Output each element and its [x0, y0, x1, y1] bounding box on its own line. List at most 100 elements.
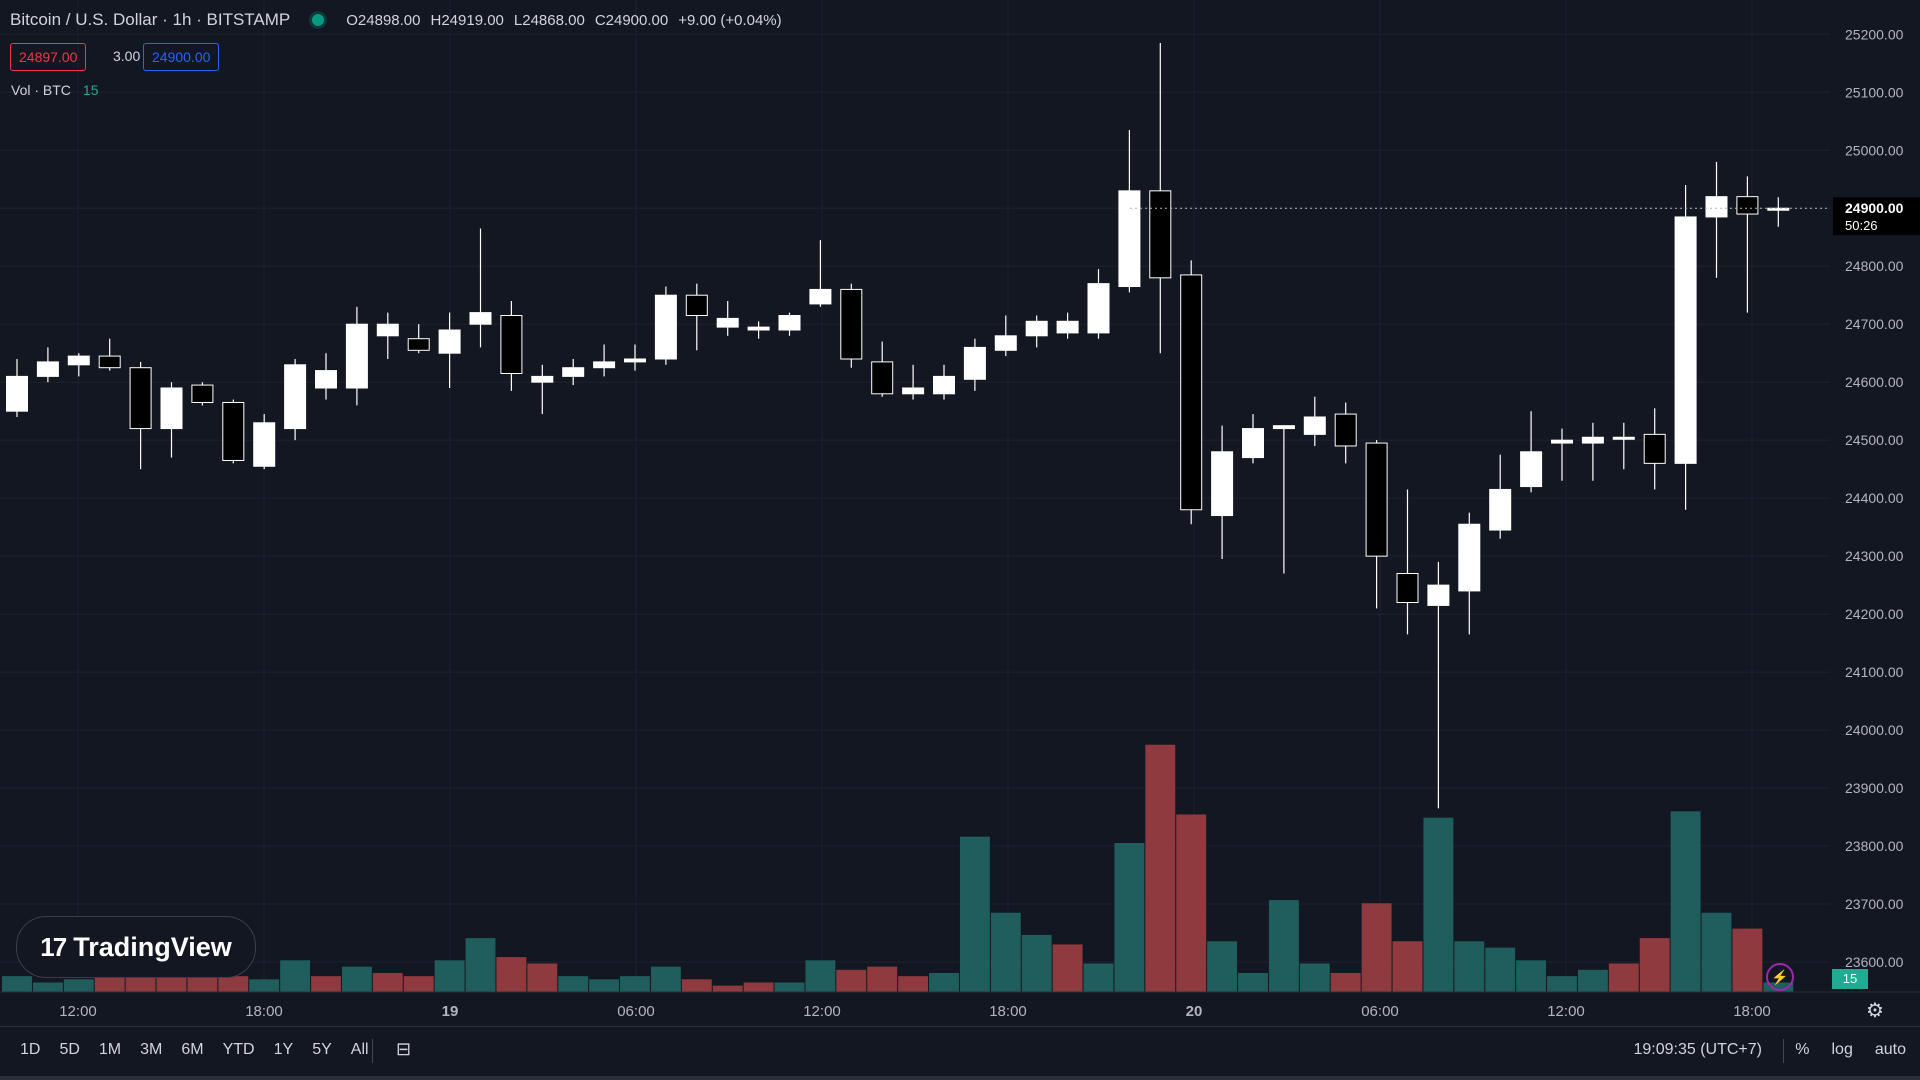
ohlc-values: O24898.00 H24919.00 L24868.00 C24900.00 +9.0…: [346, 12, 791, 29]
candle-body: [1025, 320, 1048, 337]
candle: [315, 353, 337, 400]
range-ytd-button[interactable]: YTD: [222, 1041, 255, 1058]
symbol-title[interactable]: Bitcoin / U.S. Dollar · 1h · BITSTAMP: [10, 10, 291, 29]
volume-bar: [1052, 944, 1083, 992]
candle: [345, 306, 368, 406]
volume-bar: [743, 982, 774, 992]
time-tick-label: 12:00: [1547, 1003, 1585, 1020]
candle-body: [685, 294, 708, 317]
tradingview-logo[interactable]: 17 TradingView: [16, 916, 256, 978]
range-5d-button[interactable]: 5D: [59, 1041, 80, 1058]
range-1y-button[interactable]: 1Y: [273, 1041, 294, 1058]
volume-bar: [836, 969, 867, 992]
volume-bar: [1361, 903, 1392, 992]
candle: [963, 338, 986, 391]
log-scale-toggle[interactable]: log: [1831, 1041, 1853, 1058]
volume-bar: [898, 976, 929, 992]
candle: [1242, 414, 1264, 464]
candle: [1427, 561, 1450, 809]
volume-legend[interactable]: Vol · BTC 15: [11, 82, 98, 98]
volume-bar: [1670, 811, 1701, 992]
candle: [1211, 425, 1234, 560]
candle-body: [1180, 274, 1203, 511]
range-6m-button[interactable]: 6M: [181, 1041, 204, 1058]
candle-body: [933, 375, 955, 395]
candle: [407, 324, 430, 354]
volume-bar: [589, 979, 620, 992]
candle-body: [1396, 573, 1419, 604]
candle: [1149, 43, 1172, 354]
candle-body: [1272, 425, 1295, 430]
candle-body: [1520, 451, 1543, 488]
candle: [1334, 402, 1357, 464]
clock-timezone[interactable]: 19:09:35 (UTC+7): [1633, 1041, 1762, 1058]
symbol-legend: Bitcoin / U.S. Dollar · 1h · BITSTAMP O2…: [10, 10, 792, 30]
price-tick-label: 24600.00: [1845, 374, 1904, 390]
candle-body: [1303, 416, 1326, 435]
candle-body: [902, 387, 925, 395]
range-all-button[interactable]: All: [350, 1041, 369, 1058]
lightning-icon[interactable]: ⚡: [1766, 963, 1794, 991]
candle-body: [253, 422, 276, 467]
candle-body: [654, 294, 677, 360]
tradingview-logo-icon: 17: [40, 931, 67, 962]
price-tick-label: 24000.00: [1845, 722, 1904, 738]
volume-bar: [681, 979, 712, 992]
candle-body: [6, 375, 28, 412]
range-5y-button[interactable]: 5Y: [312, 1041, 332, 1058]
candle-body: [222, 401, 245, 461]
volume-bar: [156, 976, 187, 992]
candle: [1767, 197, 1790, 227]
candle: [902, 364, 925, 400]
candle: [1674, 185, 1697, 510]
candle: [840, 283, 863, 368]
volume-bar: [1238, 972, 1268, 992]
candle: [253, 414, 276, 470]
chart-grid: [0, 0, 1830, 992]
range-3m-button[interactable]: 3M: [140, 1041, 163, 1058]
auto-scale-toggle[interactable]: auto: [1874, 1041, 1906, 1058]
price-tick-label: 24700.00: [1845, 316, 1904, 332]
candle-body: [871, 361, 894, 395]
volume-bar: [1732, 928, 1763, 992]
candle: [160, 382, 183, 458]
candle-body: [1365, 442, 1388, 557]
go-to-date-icon[interactable]: ⊟: [396, 1039, 412, 1059]
candle: [871, 341, 894, 397]
candle: [1551, 428, 1573, 481]
sell-price-button[interactable]: 24897.00: [10, 43, 87, 71]
candle-body: [593, 361, 616, 369]
candle: [933, 364, 955, 400]
volume-bar: [249, 979, 280, 992]
volume-bar: [32, 982, 63, 992]
candle: [1643, 408, 1666, 490]
candle-body: [345, 323, 368, 389]
price-tick-label: 25200.00: [1845, 26, 1904, 42]
price-tick-label: 25000.00: [1845, 142, 1904, 158]
percent-scale-toggle[interactable]: %: [1795, 1041, 1810, 1058]
time-tick-label: 12:00: [803, 1003, 841, 1020]
candle-body: [1087, 283, 1110, 334]
buy-price-button[interactable]: 24900.00: [143, 43, 220, 71]
candle-body: [1767, 207, 1790, 211]
range-1m-button[interactable]: 1M: [98, 1041, 122, 1058]
volume-value: 15: [82, 82, 99, 98]
volume-bar: [959, 836, 990, 992]
candle: [1025, 315, 1048, 348]
time-scale[interactable]: 12:00 18:00 19 06:00 12:00 18:00 20 06:00 12:00 1…: [0, 991, 1920, 1020]
gear-icon[interactable]: ⚙: [1866, 1000, 1884, 1022]
range-1d-button[interactable]: 1D: [20, 1041, 41, 1058]
candle-body: [438, 329, 461, 354]
candle-body: [1551, 439, 1573, 444]
price-scale[interactable]: 25200.00 25100.00 25000.00 24800.00 24700.00…: [1833, 26, 1920, 970]
price-tick-label: 23700.00: [1845, 896, 1904, 912]
candle: [36, 347, 59, 383]
window-bottom-border: [0, 1076, 1920, 1080]
candle-body: [531, 375, 554, 383]
volume-bars: [2, 744, 1794, 992]
price-tick-label: 24300.00: [1845, 548, 1904, 564]
candle: [1458, 512, 1481, 635]
volume-bar: [1516, 960, 1547, 992]
price-tick-label: 24800.00: [1845, 258, 1904, 274]
